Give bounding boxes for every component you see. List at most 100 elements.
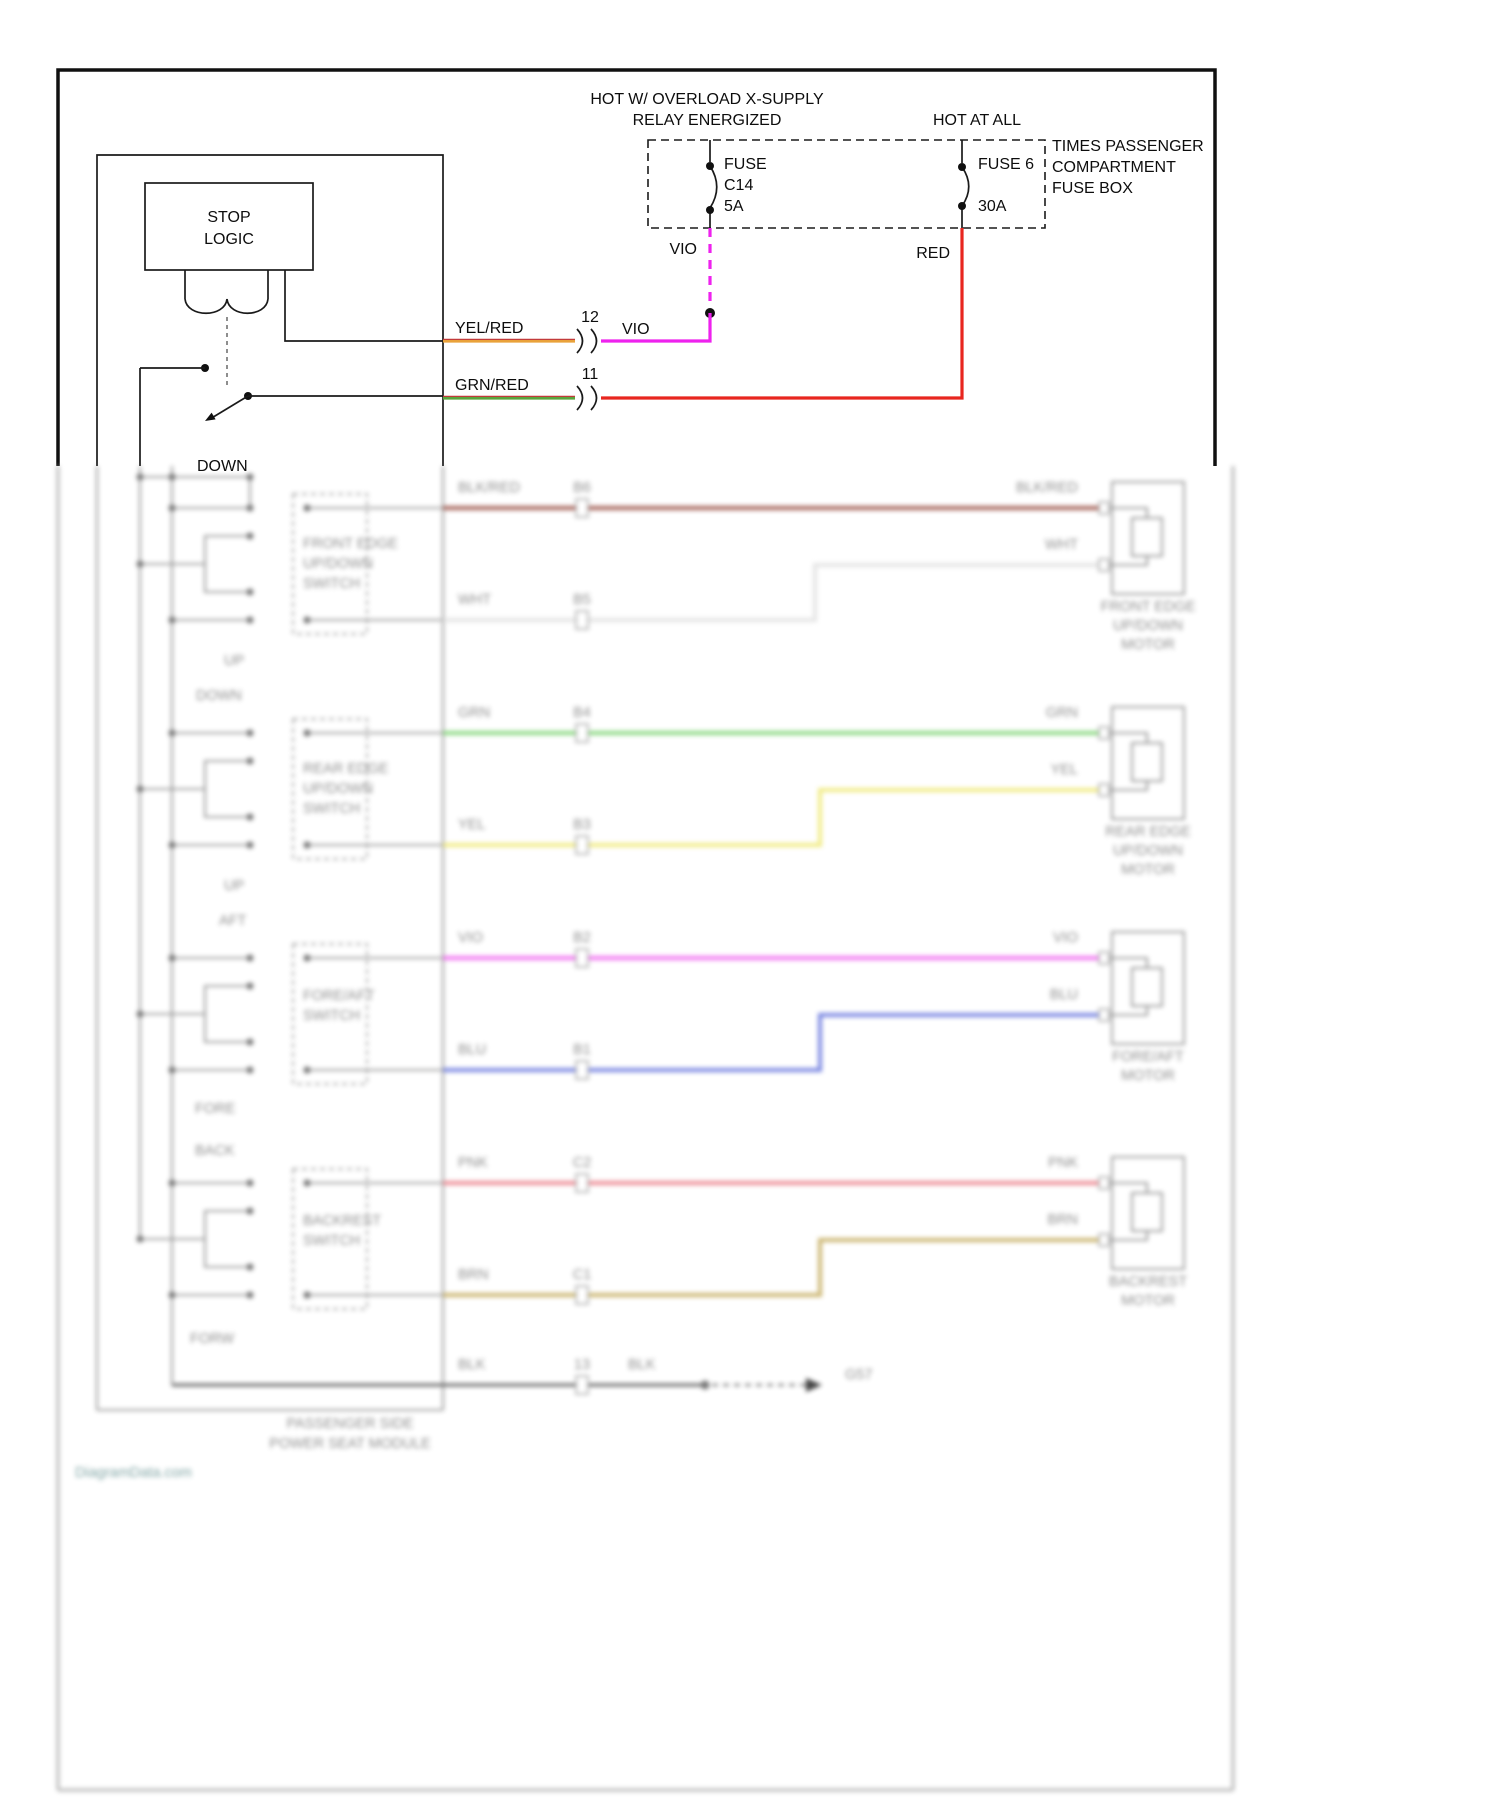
wire-pnk-right-label: PNK — [1048, 1155, 1078, 1171]
motor-rear-edge-label-3: MOTOR — [1121, 862, 1175, 878]
motor-fore-aft-label-1: FORE/AFT — [1112, 1049, 1184, 1065]
vio-wire-label: VIO — [622, 321, 650, 338]
fuse-6-label-1: FUSE 6 — [978, 156, 1034, 173]
wire-yel-right-label: YEL — [1051, 762, 1078, 778]
harness-wire-wht: WHT B5 WHT — [443, 537, 1105, 630]
bus-lines: UP DOWN UP AFT FORE BACK FORW — [136, 466, 254, 1385]
switch-rear-edge: REAR EDGE UP/DOWN SWITCH — [136, 718, 443, 860]
connector-11-pin: 11 — [582, 366, 599, 383]
red-drop-label: RED — [916, 245, 950, 262]
motor-fore-aft-label-2: MOTOR — [1121, 1068, 1175, 1084]
stop-logic-box: STOP LOGIC — [144, 182, 314, 271]
ground-wire: BLK 13 BLK G57 — [172, 1357, 872, 1395]
wire-brn-right-label: BRN — [1047, 1212, 1078, 1228]
fuse-c14-label-1: FUSE — [724, 156, 767, 173]
wire-grn-right-label: GRN — [1046, 705, 1078, 721]
motor-front-edge-label-3: MOTOR — [1121, 637, 1175, 653]
inline-connector-icon — [575, 1060, 589, 1080]
wire-brn-pin: C1 — [573, 1267, 592, 1283]
wire-blu-left-label: BLU — [458, 1042, 486, 1058]
inline-connector-icon — [575, 948, 589, 968]
switch-backrest-label-2: SWITCH — [303, 1233, 360, 1249]
wire-wht-right-label: WHT — [1045, 537, 1078, 553]
switch-front-edge: FRONT EDGE UP/DOWN SWITCH — [136, 493, 443, 635]
motor-front-edge: FRONT EDGE UP/DOWN MOTOR — [1098, 481, 1196, 653]
wire-vio-pin: B2 — [573, 930, 591, 946]
switch-rear-edge-label-2: UP/DOWN — [303, 781, 373, 797]
inline-connector-icon — [575, 835, 589, 855]
relay-switch-symbol — [139, 270, 443, 466]
wire-blu-right-label: BLU — [1050, 987, 1078, 1003]
fuse-c14-label-2: C14 — [724, 177, 753, 194]
wire-wht-left-label: WHT — [458, 592, 491, 608]
inline-connector-icon — [575, 498, 589, 518]
bus-label-forw: FORW — [190, 1331, 234, 1347]
switch-fore-aft: FORE/AFT SWITCH — [136, 943, 443, 1085]
connector-12-icon — [576, 328, 598, 354]
wire-yel-pin: B3 — [573, 817, 591, 833]
bus-label-fore: FORE — [195, 1101, 236, 1117]
fuse-c14-label-3: 5A — [724, 198, 744, 215]
switch-backrest-label-1: BACKREST — [303, 1213, 381, 1229]
wire-blu — [443, 1013, 1105, 1072]
switch-fore-aft-label-2: SWITCH — [303, 1008, 360, 1024]
wire-brn — [443, 1238, 1105, 1297]
sharp-region: STOP LOGIC DOWN HOT W/ OVERLOAD X-SUPPLY… — [56, 68, 1217, 475]
inline-connector-icon — [575, 1375, 589, 1395]
grnred-label: GRN/RED — [455, 377, 529, 394]
motor-rear-edge: REAR EDGE UP/DOWN MOTOR — [1098, 706, 1191, 878]
harness-wire-yel: YEL B3 YEL — [443, 762, 1105, 855]
ground-pin: 13 — [574, 1357, 590, 1373]
harness-wire-grn: GRN B4 GRN — [443, 705, 1105, 743]
bus-label-back: BACK — [195, 1143, 235, 1159]
hot-at-all-label: HOT AT ALL — [933, 112, 1021, 129]
inline-connector-icon — [575, 1285, 589, 1305]
fuse-box-name-3: FUSE BOX — [1052, 180, 1133, 197]
fuse-box: HOT W/ OVERLOAD X-SUPPLY RELAY ENERGIZED… — [590, 91, 1204, 229]
stop-logic-label-1: STOP — [207, 209, 250, 226]
wire-blkred-left-label: BLK/RED — [458, 480, 520, 496]
harness-wire-blkred: BLK/RED B6 BLK/RED — [443, 480, 1105, 518]
wire-grn-pin: B4 — [573, 705, 591, 721]
harness-wire-pnk: PNK C2 PNK — [443, 1155, 1105, 1193]
wire-blkred-pin: B6 — [573, 480, 591, 496]
connector-12-pin: 12 — [581, 309, 599, 326]
inline-connector-icon — [575, 723, 589, 743]
stop-logic-label-2: LOGIC — [204, 231, 254, 248]
red-wire — [601, 228, 964, 400]
vio-wire — [601, 313, 712, 343]
bus-label-down: DOWN — [196, 688, 242, 704]
module-outline-top — [96, 154, 444, 466]
fuse-box-name-2: COMPARTMENT — [1052, 159, 1176, 176]
switch-fore-aft-label-1: FORE/AFT — [303, 988, 375, 1004]
wire-brn-left-label: BRN — [458, 1267, 489, 1283]
bus-label-up-1: UP — [224, 653, 244, 669]
wire-yel-left-label: YEL — [458, 817, 485, 833]
ground-name-label: G57 — [845, 1367, 872, 1383]
wire-vio-right-label: VIO — [1053, 930, 1078, 946]
wire-wht-pin: B5 — [573, 592, 591, 608]
inline-connector-icon — [575, 610, 589, 630]
fuse-6-symbol: FUSE 6 30A — [958, 140, 1034, 228]
motor-backrest: BACKREST MOTOR — [1098, 1156, 1187, 1309]
motor-backrest-label-1: BACKREST — [1109, 1274, 1187, 1290]
module-name-label-1: PASSENGER SIDE — [286, 1416, 413, 1432]
motor-rear-edge-label-1: REAR EDGE — [1105, 824, 1191, 840]
yelred-label: YEL/RED — [455, 320, 523, 337]
wire-wht — [443, 563, 1105, 622]
wire-pnk-left-label: PNK — [458, 1155, 488, 1171]
motor-front-edge-label-2: UP/DOWN — [1113, 618, 1183, 634]
motor-backrest-label-2: MOTOR — [1121, 1293, 1175, 1309]
motor-rear-edge-label-2: UP/DOWN — [1113, 843, 1183, 859]
switch-rear-edge-label-3: SWITCH — [303, 801, 360, 817]
switch-backrest: BACKREST SWITCH — [136, 1168, 443, 1310]
outer-border-blurred — [56, 466, 1235, 1792]
module-outline-bottom — [96, 466, 444, 1411]
motor-fore-aft: FORE/AFT MOTOR — [1098, 931, 1185, 1084]
hot-overload-label-1: HOT W/ OVERLOAD X-SUPPLY — [590, 91, 824, 108]
switch-down-label: DOWN — [197, 458, 248, 475]
switch-front-edge-label-2: UP/DOWN — [303, 556, 373, 572]
wire-pnk-pin: C2 — [573, 1155, 592, 1171]
watermark: DiagramData.com — [75, 1465, 192, 1481]
